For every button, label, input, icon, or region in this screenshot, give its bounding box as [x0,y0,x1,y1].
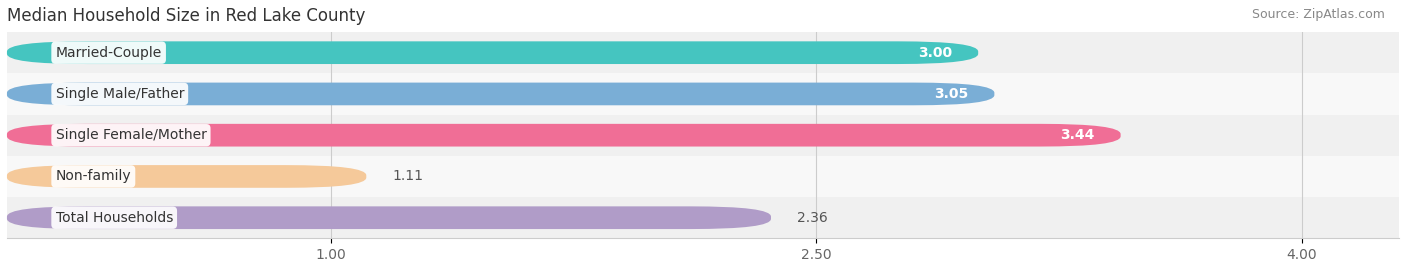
FancyBboxPatch shape [7,41,979,64]
Text: Median Household Size in Red Lake County: Median Household Size in Red Lake County [7,7,366,25]
FancyBboxPatch shape [7,115,1399,156]
FancyBboxPatch shape [7,83,994,105]
FancyBboxPatch shape [7,73,1399,115]
Text: Non-family: Non-family [55,169,131,183]
FancyBboxPatch shape [7,165,367,188]
FancyBboxPatch shape [7,32,1399,73]
FancyBboxPatch shape [7,206,770,229]
Text: 3.05: 3.05 [934,87,969,101]
Text: Single Female/Mother: Single Female/Mother [55,128,207,142]
Text: Married-Couple: Married-Couple [55,46,162,60]
FancyBboxPatch shape [7,124,1121,147]
FancyBboxPatch shape [7,156,1399,197]
Text: 3.00: 3.00 [918,46,952,60]
Text: Total Households: Total Households [55,211,173,225]
Text: 3.44: 3.44 [1060,128,1095,142]
FancyBboxPatch shape [7,197,1399,238]
Text: Source: ZipAtlas.com: Source: ZipAtlas.com [1251,8,1385,21]
Text: Single Male/Father: Single Male/Father [55,87,184,101]
Text: 2.36: 2.36 [797,211,828,225]
Text: 1.11: 1.11 [392,169,423,183]
